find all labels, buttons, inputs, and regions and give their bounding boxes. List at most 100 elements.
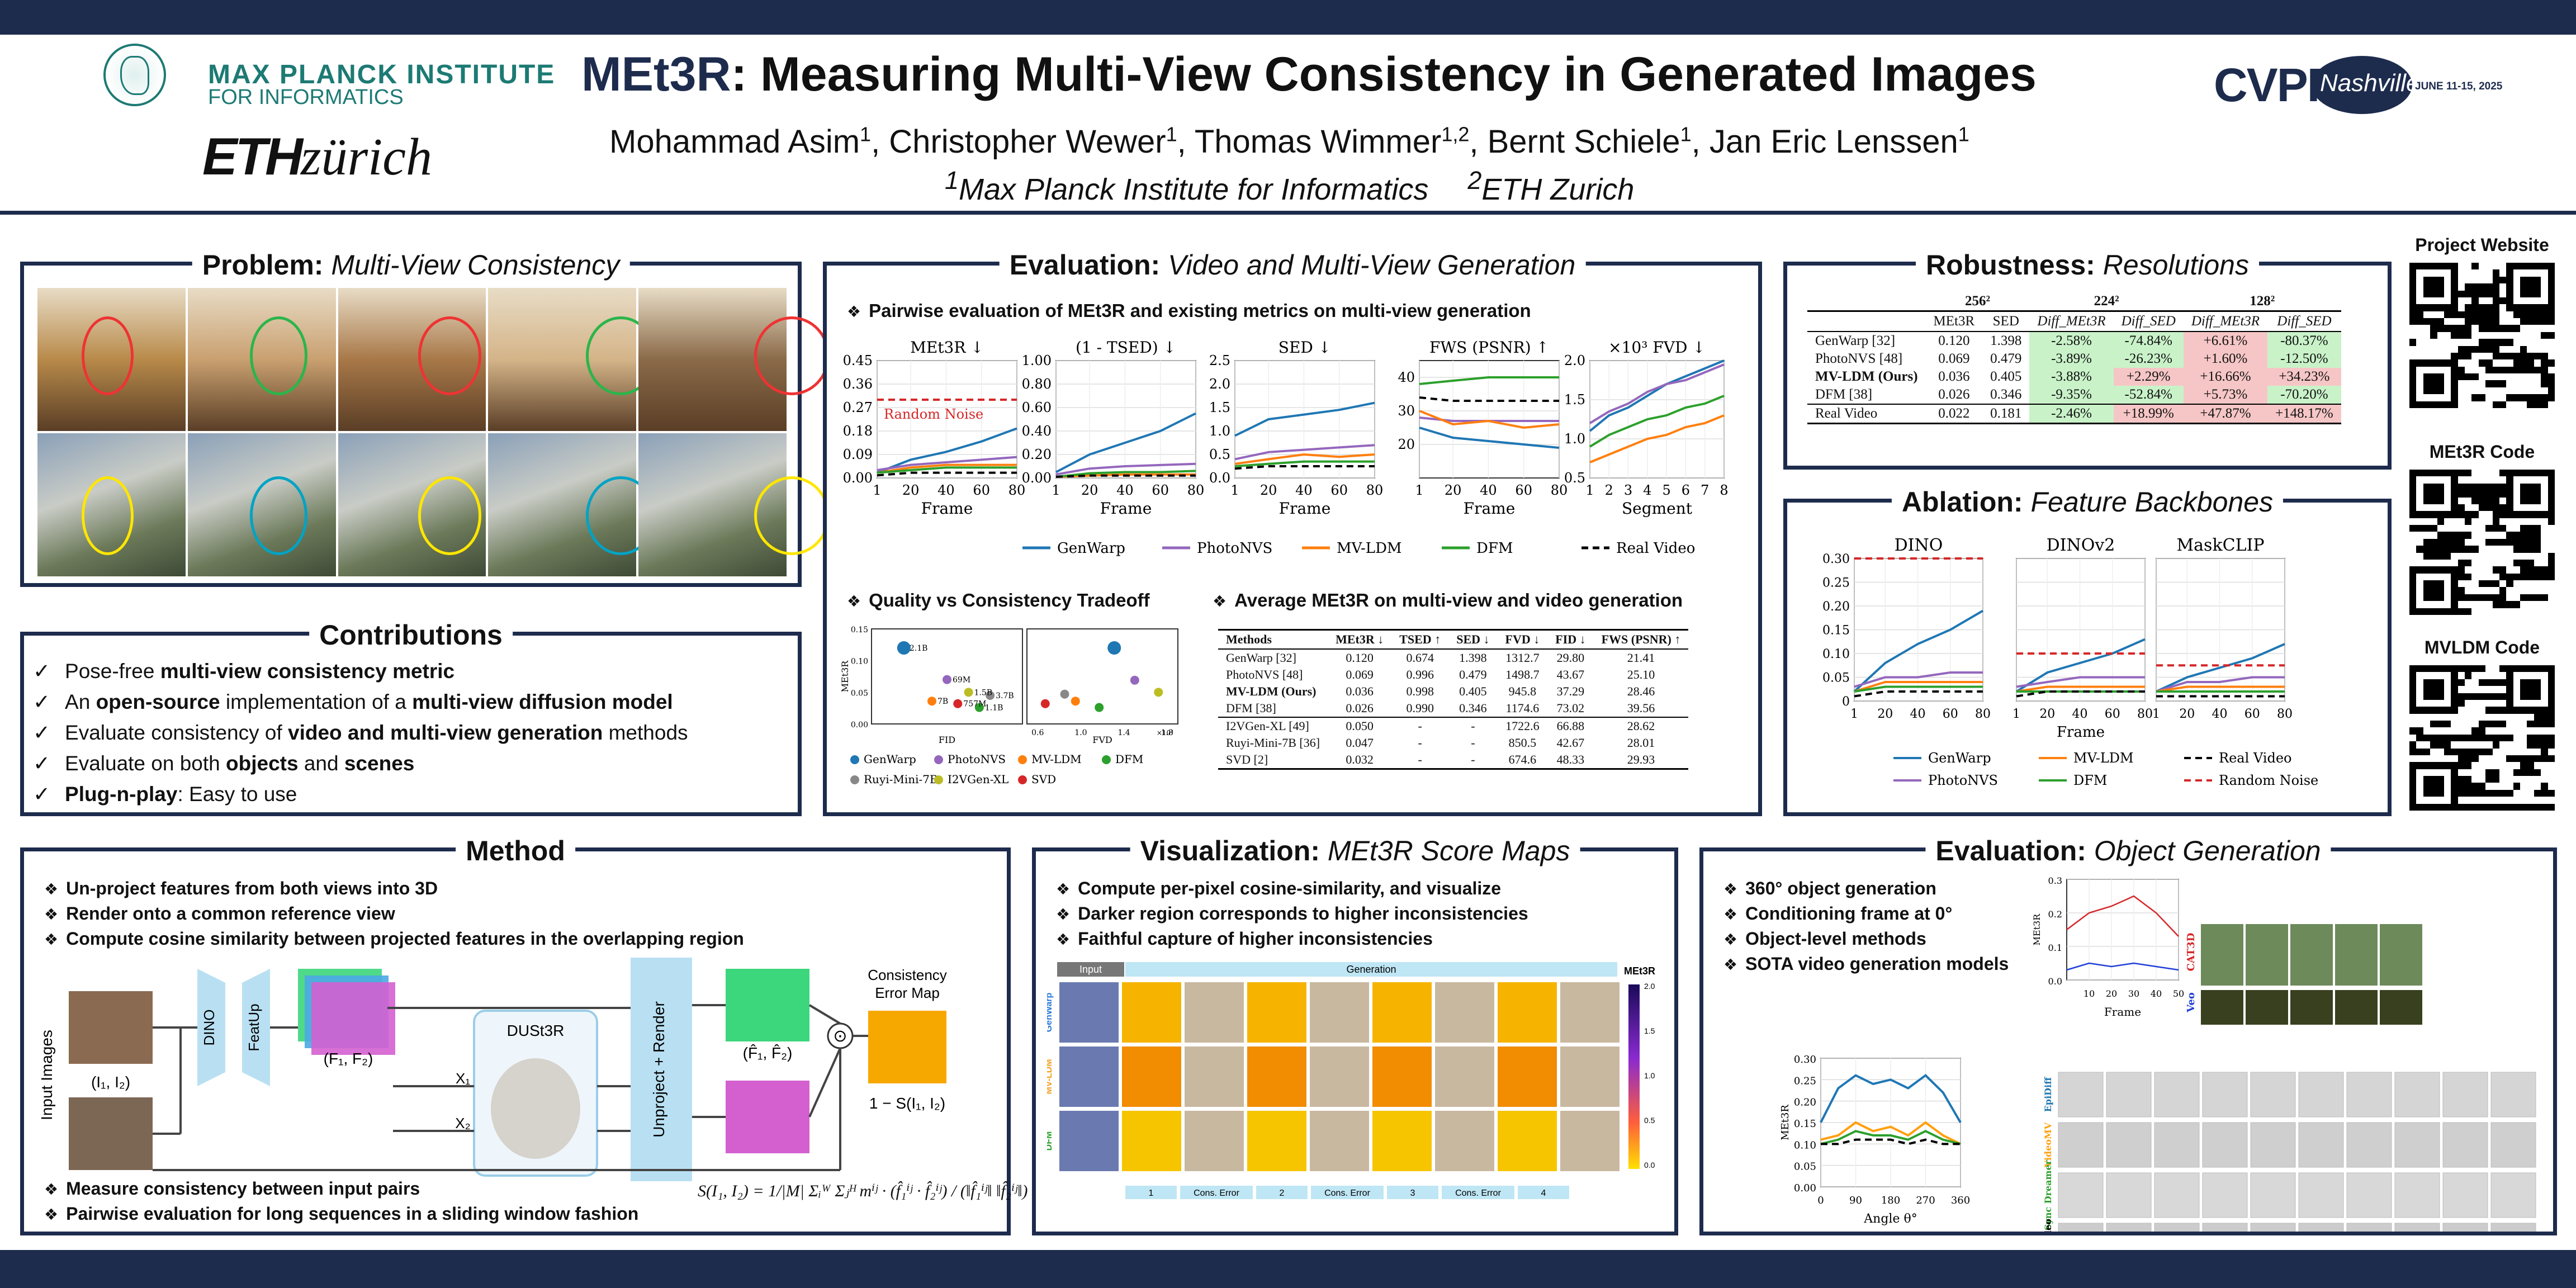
legend-label: MV-LDM: [1031, 752, 1082, 766]
problem-view-image: [638, 288, 830, 431]
y-tick-label: 0.15: [1794, 1118, 1816, 1130]
average-table: Methods MEt3R ↓ TSED ↑ SED ↓ FVD ↓ FID ↓ FWS (…: [1218, 629, 1689, 770]
table-cell: DFM [38]: [1226, 701, 1276, 715]
scatter-point: [1107, 641, 1121, 655]
table-cell: 0.405: [1990, 369, 2022, 384]
chart-title: FWS (PSNR) ↑: [1429, 338, 1549, 357]
table-header: Diff_MEt3R: [2029, 310, 2114, 332]
object-view-image: [2346, 1122, 2392, 1168]
visualization-panel: Visualization: MEt3R Score Maps Compute …: [1032, 835, 1678, 1235]
series-line-cat3d: [2066, 895, 2179, 937]
y-tick-label: 0.60: [1022, 400, 1052, 415]
x-tick-label: 1.4: [1117, 728, 1130, 737]
table-cell: -3.89%: [2029, 350, 2114, 368]
y-tick-label: 1.0: [1209, 423, 1230, 439]
row-label: EpiDiff: [2043, 1077, 2053, 1112]
x-tick-label: 40: [1295, 482, 1313, 498]
scatter-point: [1071, 697, 1080, 706]
pointcloud: [491, 1058, 580, 1159]
table-row: I2VGen-XL [49] 0.050- -1722.6 66.88 28.62: [1218, 717, 1689, 735]
score-map-image: [1122, 982, 1181, 1043]
table-row: PhotoNVS [48] 0.069 0.996 0.479 1498.7 43.67 2…: [1218, 666, 1688, 683]
bottom-band: [0, 1250, 2576, 1288]
qr-mvldm-code[interactable]: [2409, 665, 2555, 811]
table-cell: 0.069: [1346, 667, 1374, 681]
table-cell: 28.01: [1627, 736, 1655, 750]
author: Thomas Wimmer1,2,: [1194, 123, 1488, 160]
qr-met3r-code[interactable]: [2409, 470, 2555, 615]
generated-view-image: [1435, 1046, 1494, 1107]
veo-frame: [2290, 990, 2333, 1025]
series-line-genwarp: [1589, 359, 1725, 432]
table-cell: 0.346: [1990, 387, 2022, 402]
object-view-image: [2442, 1122, 2488, 1168]
poster-title: MEt3R: Measuring Multi-View Consistency …: [581, 47, 2037, 102]
step-tag: [1311, 1186, 1384, 1199]
legend-label: PhotoNVS: [1197, 540, 1272, 557]
table-cell: 0.032: [1328, 751, 1392, 770]
table-cell: 1.398: [1459, 651, 1487, 665]
problem-view-image: [488, 433, 656, 576]
table-cell: 0.181: [1982, 404, 2030, 424]
score-map-image: [1247, 1111, 1306, 1171]
object-view-image: [2202, 1223, 2248, 1232]
series-line-sync-dreamer: [1820, 1130, 1961, 1145]
table-cell: 0.990: [1406, 701, 1434, 715]
score-map-grid: Input Generation MEt3R 2.0 1.5 1.0 0.5 0.0 GenWa…: [1047, 962, 1655, 1199]
step-tag: [1180, 1186, 1253, 1199]
table-cell: 945.8: [1508, 684, 1537, 698]
table-cell: 43.67: [1556, 667, 1585, 681]
table-cell: I2VGen-XL [49]: [1218, 717, 1328, 735]
table-cell: 66.88: [1547, 717, 1594, 735]
y-tick-label: 0: [1842, 695, 1850, 709]
pairwise-chart: 0.5 1.0 1.5 2.0 1 2 3 4 5 6 7 8 ×10³ FVD ↓ Segment: [1564, 338, 1729, 518]
table-cell: -2.58%: [2029, 332, 2114, 350]
legend-label: SVD: [1031, 773, 1056, 786]
input-tag: [1057, 962, 1124, 977]
table-cell: 28.62: [1593, 717, 1689, 735]
y-tick-label: 0.09: [843, 447, 873, 462]
series-line-real-video: [1854, 690, 1983, 698]
y-tick-label: 1.5: [1564, 392, 1585, 408]
object-view-image: [2106, 1223, 2152, 1232]
input-image-1: [69, 991, 153, 1064]
object-view-image: [2250, 1072, 2296, 1117]
y-tick-label: 0.45: [843, 353, 873, 368]
x2-label: X₂: [455, 1115, 470, 1131]
table-cell: -26.23%: [2113, 350, 2184, 368]
legend-label: Random Noise: [2219, 773, 2318, 788]
authors: Mohammad Asim1, Christopher Wewer1, Thom…: [609, 123, 1969, 160]
series-line-dfm: [1589, 395, 1725, 448]
y-axis-label: MEt3R: [2032, 913, 2042, 946]
table-cell: 0.036: [1346, 684, 1374, 698]
series-line-dfm: [1234, 460, 1375, 467]
series-line-real-video: [1821, 1138, 1961, 1145]
series-line-veo: [2066, 962, 2179, 971]
y-tick-label: 1.0: [1564, 431, 1585, 447]
table-header: MEt3R ↓: [1328, 629, 1392, 650]
x-tick-label: 360: [1951, 1195, 1970, 1206]
table-header: Diff_SED: [2113, 310, 2184, 332]
chart-title: DINO: [1895, 536, 1943, 555]
table-cell: +34.23%: [2267, 368, 2341, 386]
x-axis-label: Frame: [2104, 1005, 2141, 1019]
method-panel: Method Un-project features from both vie…: [20, 835, 1028, 1235]
x-tick-label: 80: [1008, 482, 1026, 498]
series-line-epidiff: [1820, 1074, 1962, 1124]
scatter-point: [1060, 689, 1069, 699]
table-cell: -: [1448, 717, 1498, 735]
qr-site[interactable]: [2409, 263, 2555, 408]
quality-heading: Quality vs Consistency Tradeoff: [847, 590, 1149, 611]
row-label: GenWarp: [1047, 993, 1054, 1033]
series-line-genwarp: [1419, 427, 1560, 449]
input-label: Input: [1079, 964, 1102, 975]
y-tick-label: 0.25: [1794, 1075, 1816, 1087]
table-cell: GenWarp [32]: [1815, 333, 1896, 348]
pairwise-chart: 20 30 40 1 20 40 60 80 FWS (PSNR) ↑ Frame: [1398, 338, 1568, 518]
point-label: 7B: [937, 697, 948, 706]
eth-bold: ETH: [202, 127, 303, 186]
x-tick-label: 60: [1943, 707, 1958, 721]
author: Mohammad Asim1,: [609, 123, 889, 160]
series-line-videomv: [1820, 1121, 1961, 1145]
step-label: Cons. Error: [1455, 1188, 1501, 1198]
